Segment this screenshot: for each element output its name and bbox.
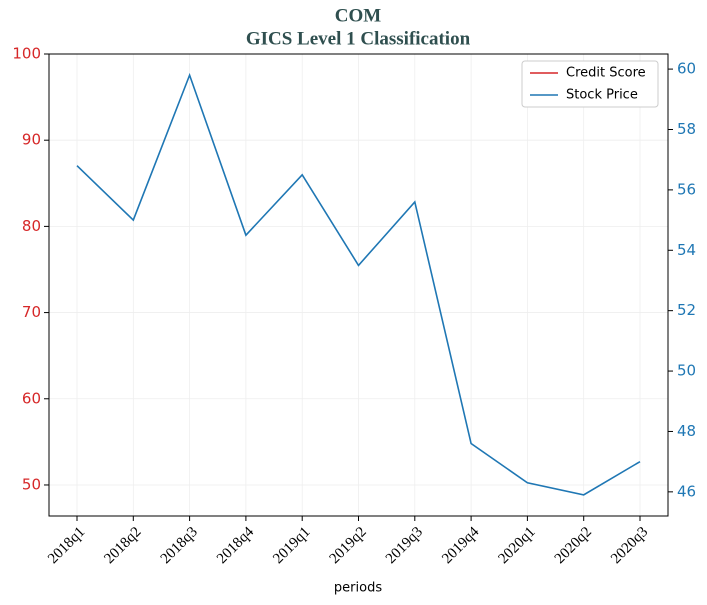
x-tick-label: 2019q3 [383,524,426,567]
y-tick-label: 100 [12,45,41,63]
y-tick-label: 50 [22,475,41,493]
x-tick-label: 2019q4 [439,524,482,567]
y2-tick-label: 52 [677,301,696,319]
y2-tick-label: 60 [677,60,696,78]
x-tick-label: 2018q2 [101,524,144,567]
plot-frame [48,53,669,517]
x-tick-label: 2018q1 [45,524,88,567]
chart-title: COM [335,5,382,26]
x-tick-label: 2019q1 [270,524,313,567]
x-tick-label: 2019q2 [327,524,370,567]
x-tick-label: 2020q2 [552,524,595,567]
y2-tick-label: 58 [677,120,696,138]
y2-tick-label: 48 [677,422,696,440]
y2-tick-label: 56 [677,180,696,198]
y2-tick-label: 54 [677,241,696,259]
x-tick-label: 2018q3 [158,524,201,567]
series-line [76,72,641,496]
x-tick-label: 2020q3 [608,524,651,567]
y2-tick-label: 50 [677,362,696,380]
x-tick-label: 2020q1 [496,524,539,567]
y-tick-label: 90 [22,131,41,149]
x-tick-label: 2018q4 [214,524,257,567]
legend-label: Credit Score [566,66,646,81]
chart-subtitle: GICS Level 1 Classification [246,28,471,49]
y-tick-label: 60 [22,389,41,407]
y2-tick-label: 46 [677,482,696,500]
y-tick-label: 80 [22,217,41,235]
y-tick-label: 70 [22,303,41,321]
legend-label: Stock Price [566,88,638,103]
x-axis-label: periods [334,581,382,596]
